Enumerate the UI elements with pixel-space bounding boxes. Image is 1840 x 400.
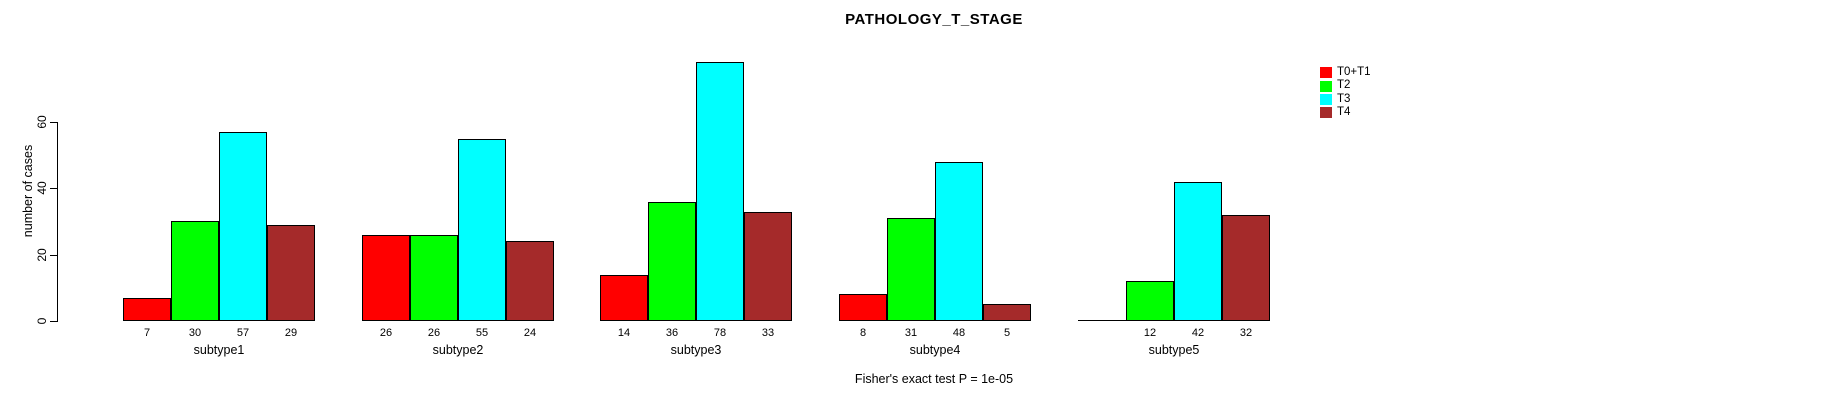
bar-value-label: 5 bbox=[1003, 327, 1011, 339]
y-axis-tick bbox=[50, 122, 57, 123]
bar-value-label: 57 bbox=[236, 327, 250, 339]
y-axis-tick-label: 60 bbox=[35, 115, 49, 129]
bar-value-label: 31 bbox=[904, 327, 918, 339]
bar-t4-subtype1 bbox=[267, 225, 315, 321]
bar-t2-subtype1 bbox=[171, 221, 219, 321]
legend-swatch-icon bbox=[1320, 67, 1332, 79]
bar-value-label: 48 bbox=[952, 327, 966, 339]
bar-value-label: 8 bbox=[859, 327, 867, 339]
category-label-subtype3: subtype3 bbox=[670, 343, 722, 357]
bar-t4-subtype2 bbox=[506, 241, 554, 321]
bar-t4-subtype4 bbox=[983, 304, 1031, 321]
bar-t2-subtype2 bbox=[410, 235, 458, 321]
y-axis-label: number of cases bbox=[21, 144, 35, 238]
chart-title: PATHOLOGY_T_STAGE bbox=[845, 11, 1023, 28]
category-label-subtype5: subtype5 bbox=[1148, 343, 1200, 357]
legend-swatch-icon bbox=[1320, 80, 1332, 92]
legend-row-t0t1: T0+T1 bbox=[1320, 66, 1371, 79]
bar-value-label: 55 bbox=[475, 327, 489, 339]
y-axis-tick-label: 20 bbox=[35, 248, 49, 262]
bar-value-label: 32 bbox=[1239, 327, 1253, 339]
bar-value-label: 7 bbox=[143, 327, 151, 339]
bar-t0t1-subtype1 bbox=[123, 298, 171, 321]
category-label-subtype4: subtype4 bbox=[909, 343, 961, 357]
legend-row-t3: T3 bbox=[1320, 93, 1371, 106]
y-axis-line bbox=[57, 122, 58, 322]
bar-t0t1-subtype3 bbox=[600, 275, 648, 321]
bar-value-label: 30 bbox=[188, 327, 202, 339]
legend-label: T2 bbox=[1337, 79, 1351, 92]
legend-swatch-icon bbox=[1320, 107, 1332, 119]
legend: T0+T1 T2 T3 T4 bbox=[1320, 66, 1371, 120]
bar-t3-subtype1 bbox=[219, 132, 267, 321]
bar-value-label: 29 bbox=[284, 327, 298, 339]
y-axis-tick-label: 0 bbox=[35, 317, 49, 325]
category-label-subtype2: subtype2 bbox=[432, 343, 484, 357]
bar-t0t1-subtype5 bbox=[1078, 320, 1126, 321]
legend-row-t4: T4 bbox=[1320, 106, 1371, 119]
bar-t2-subtype4 bbox=[887, 218, 935, 321]
bar-t2-subtype3 bbox=[648, 202, 696, 321]
y-axis-tick-label: 40 bbox=[35, 181, 49, 195]
bar-t3-subtype5 bbox=[1174, 182, 1222, 321]
bar-value-label: 26 bbox=[427, 327, 441, 339]
bar-t3-subtype3 bbox=[696, 62, 744, 321]
bar-value-label: 26 bbox=[379, 327, 393, 339]
bar-t0t1-subtype2 bbox=[362, 235, 410, 321]
bar-value-label: 14 bbox=[617, 327, 631, 339]
legend-label: T0+T1 bbox=[1337, 65, 1371, 78]
bar-t0t1-subtype4 bbox=[839, 294, 887, 321]
bar-t2-subtype5 bbox=[1126, 281, 1174, 321]
bar-t4-subtype5 bbox=[1222, 215, 1270, 321]
legend-swatch-icon bbox=[1320, 93, 1332, 105]
legend-row-t2: T2 bbox=[1320, 79, 1371, 92]
legend-label: T4 bbox=[1337, 106, 1351, 119]
bar-value-label: 42 bbox=[1191, 327, 1205, 339]
bar-value-label: 24 bbox=[523, 327, 537, 339]
bar-value-label: 78 bbox=[713, 327, 727, 339]
bar-t4-subtype3 bbox=[744, 212, 792, 321]
bar-t3-subtype2 bbox=[458, 139, 506, 321]
bar-value-label: 33 bbox=[761, 327, 775, 339]
bar-value-label: 36 bbox=[665, 327, 679, 339]
y-axis-tick bbox=[50, 255, 57, 256]
bar-value-label: 12 bbox=[1143, 327, 1157, 339]
fisher-test-annotation: Fisher's exact test P = 1e-05 bbox=[854, 372, 1014, 386]
category-label-subtype1: subtype1 bbox=[193, 343, 245, 357]
bar-t3-subtype4 bbox=[935, 162, 983, 321]
y-axis-tick bbox=[50, 188, 57, 189]
legend-label: T3 bbox=[1337, 92, 1351, 105]
y-axis-tick bbox=[50, 321, 57, 322]
